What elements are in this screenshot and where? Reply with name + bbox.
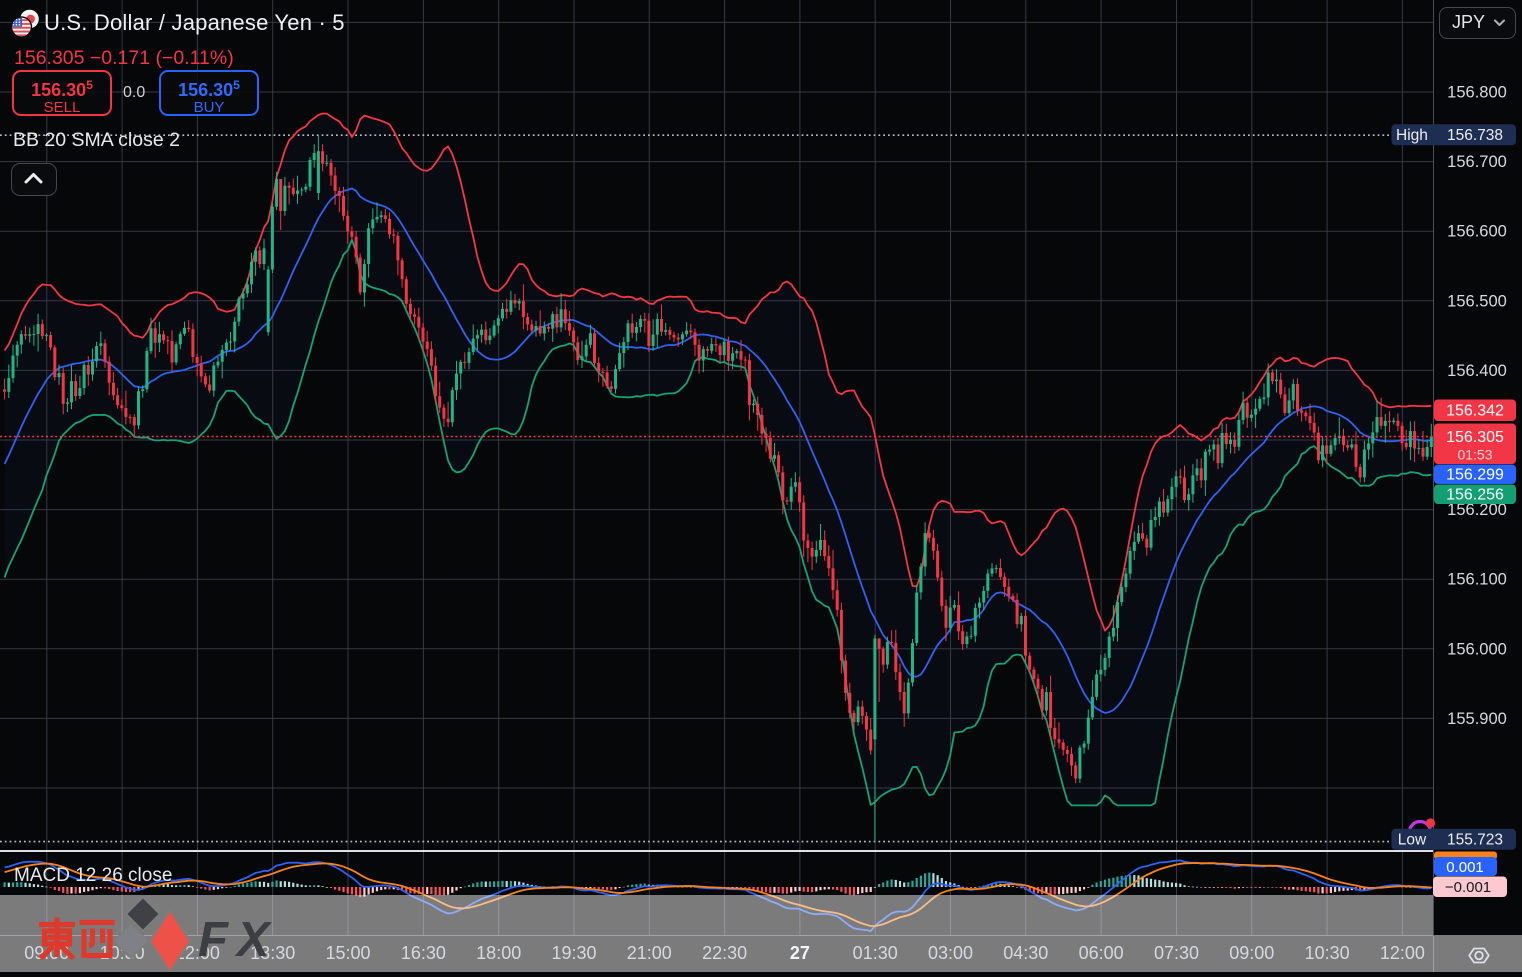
svg-text:21:00: 21:00	[627, 943, 672, 963]
svg-text:156.400: 156.400	[1447, 362, 1507, 380]
svg-text:155.723: 155.723	[1447, 832, 1503, 849]
svg-text:12:00: 12:00	[1380, 943, 1425, 963]
svg-text:01:53: 01:53	[1457, 447, 1492, 463]
svg-text:156.100: 156.100	[1447, 571, 1507, 589]
svg-text:156.500: 156.500	[1447, 292, 1507, 310]
svg-text:10:30: 10:30	[1305, 943, 1350, 963]
svg-text:Low: Low	[1398, 832, 1427, 849]
svg-text:155.900: 155.900	[1447, 710, 1507, 728]
svg-text:18:00: 18:00	[476, 943, 521, 963]
svg-text:19:30: 19:30	[551, 943, 596, 963]
svg-text:156.200: 156.200	[1447, 501, 1507, 519]
svg-text:−0.001: −0.001	[1445, 879, 1491, 896]
svg-text:16:30: 16:30	[401, 943, 446, 963]
svg-text:04:30: 04:30	[1003, 943, 1048, 963]
svg-text:156.700: 156.700	[1447, 153, 1507, 171]
svg-text:22:30: 22:30	[702, 943, 747, 963]
svg-text:03:00: 03:00	[928, 943, 973, 963]
svg-text:156.600: 156.600	[1447, 223, 1507, 241]
svg-text:01:30: 01:30	[853, 943, 898, 963]
svg-text:FX: FX	[198, 913, 279, 967]
svg-text:27: 27	[790, 943, 810, 963]
svg-text:156.000: 156.000	[1447, 640, 1507, 658]
svg-text:156.299: 156.299	[1446, 467, 1504, 484]
svg-text:09:00: 09:00	[1229, 943, 1274, 963]
svg-text:156.305: 156.305	[1446, 429, 1504, 446]
svg-text:MACD 12 26 close: MACD 12 26 close	[14, 865, 172, 886]
svg-text:13:30: 13:30	[250, 943, 295, 963]
svg-text:High: High	[1396, 127, 1428, 144]
svg-text:156.342: 156.342	[1446, 403, 1504, 420]
svg-text:156.256: 156.256	[1446, 487, 1504, 504]
svg-text:06:00: 06:00	[1079, 943, 1124, 963]
svg-text:0.001: 0.001	[1446, 859, 1484, 876]
svg-text:07:30: 07:30	[1154, 943, 1199, 963]
svg-text:156.800: 156.800	[1447, 84, 1507, 102]
svg-text:156.738: 156.738	[1447, 127, 1503, 144]
svg-text:15:00: 15:00	[325, 943, 370, 963]
